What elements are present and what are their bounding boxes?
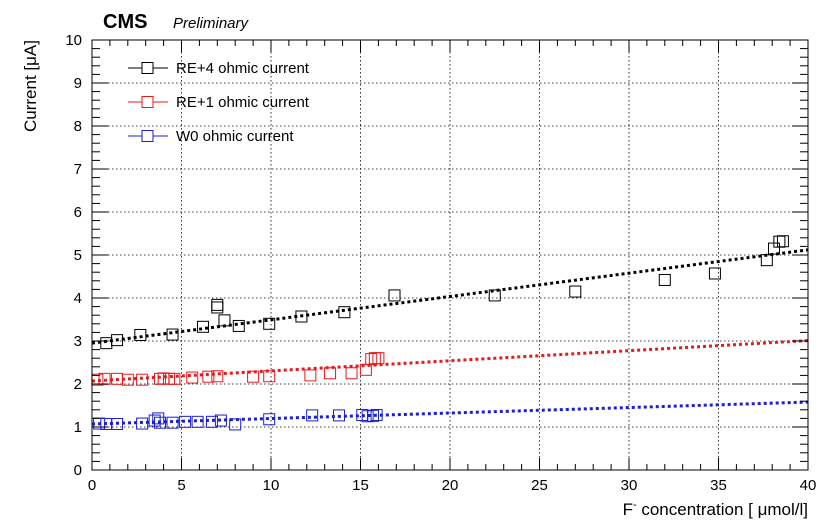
data-point-series-0 xyxy=(295,310,308,323)
cms-label: CMS xyxy=(103,11,147,33)
x-axis: 0 5 10 15 20 25 30 35 40 xyxy=(88,40,817,494)
data-point-series-0 xyxy=(338,306,351,319)
legend-marker-series-0 xyxy=(141,62,154,74)
x-axis-title-suffix: concentration [ μmol/l] xyxy=(637,500,808,519)
data-point-series-0 xyxy=(166,328,179,341)
data-point-series-0 xyxy=(196,320,209,333)
y-tick-label: 10 xyxy=(65,32,82,49)
x-axis-title-superscript: - xyxy=(633,499,637,511)
x-tick-label: 40 xyxy=(800,477,817,494)
data-point-series-0 xyxy=(569,285,582,298)
legend-label-series-1: RE+1 ohmic current xyxy=(176,94,310,111)
data-point-series-2 xyxy=(179,415,192,428)
fit-line-series-0 xyxy=(91,248,809,345)
data-points xyxy=(91,235,789,431)
data-point-series-2 xyxy=(205,415,218,428)
x-tick-label: 10 xyxy=(263,477,280,494)
fit-line-series-2 xyxy=(91,400,809,426)
data-point-series-1 xyxy=(136,373,149,386)
data-point-series-0 xyxy=(760,254,773,267)
y-tick-label: 4 xyxy=(74,290,82,307)
legend-marker-series-2 xyxy=(141,130,154,142)
data-point-series-1 xyxy=(121,373,134,386)
data-point-series-0 xyxy=(263,317,276,330)
y-axis-title: Current [μA] xyxy=(21,40,40,132)
data-point-series-0 xyxy=(388,289,401,302)
data-point-series-0 xyxy=(111,334,124,347)
data-point-series-2 xyxy=(229,418,242,431)
legend-label-series-2: W0 ohmic current xyxy=(176,128,294,145)
data-point-series-0 xyxy=(232,319,245,332)
legend: RE+4 ohmic current RE+1 ohmic current W0 o… xyxy=(128,60,310,145)
data-point-series-2 xyxy=(370,408,383,421)
cms-preliminary-label: Preliminary xyxy=(173,15,250,32)
data-point-series-0 xyxy=(658,273,671,286)
x-tick-label: 25 xyxy=(531,477,548,494)
y-tick-label: 6 xyxy=(74,204,82,221)
y-tick-label: 3 xyxy=(74,333,82,350)
data-point-series-2 xyxy=(191,415,204,428)
y-tick-label: 7 xyxy=(74,161,82,178)
data-point-series-0 xyxy=(134,328,147,341)
data-point-series-1 xyxy=(324,367,337,380)
data-point-series-2 xyxy=(333,409,346,422)
data-point-series-1 xyxy=(304,369,317,382)
data-point-series-1 xyxy=(168,372,181,385)
y-tick-label: 0 xyxy=(74,462,82,479)
data-point-series-0 xyxy=(488,289,501,302)
y-tick-label: 5 xyxy=(74,247,82,264)
legend-marker-series-1 xyxy=(141,96,154,108)
data-point-series-1 xyxy=(186,371,199,384)
data-point-series-2 xyxy=(152,412,165,425)
data-point-series-2 xyxy=(214,414,227,427)
grid xyxy=(92,40,808,470)
data-point-series-1 xyxy=(211,370,224,383)
data-point-series-1 xyxy=(202,370,215,383)
data-point-series-2 xyxy=(367,409,380,422)
x-tick-label: 5 xyxy=(177,477,185,494)
data-point-series-2 xyxy=(306,409,319,422)
x-tick-label: 20 xyxy=(442,477,459,494)
x-axis-title: F- concentration [ μmol/l] xyxy=(623,499,808,519)
data-point-series-0 xyxy=(218,314,231,327)
legend-label-series-0: RE+4 ohmic current xyxy=(176,60,310,77)
y-tick-label: 1 xyxy=(74,419,82,436)
x-tick-label: 15 xyxy=(352,477,369,494)
data-point-series-1 xyxy=(372,352,385,365)
y-tick-label: 9 xyxy=(74,75,82,92)
data-point-series-0 xyxy=(776,235,789,248)
data-point-series-2 xyxy=(136,417,149,430)
data-point-series-0 xyxy=(211,301,224,314)
data-point-series-1 xyxy=(365,353,378,366)
y-tick-label: 2 xyxy=(74,376,82,393)
data-point-series-1 xyxy=(247,370,260,383)
y-tick-label: 8 xyxy=(74,118,82,135)
x-axis-title-prefix: F xyxy=(623,500,633,519)
x-tick-label: 30 xyxy=(621,477,638,494)
data-point-series-2 xyxy=(166,416,179,429)
x-tick-label: 0 xyxy=(88,477,96,494)
data-point-series-1 xyxy=(345,367,358,380)
data-point-series-0 xyxy=(708,267,721,280)
y-axis: 0 1 2 3 4 5 6 7 8 9 10 xyxy=(65,32,808,479)
data-point-series-2 xyxy=(154,416,167,429)
data-point-series-1 xyxy=(263,370,276,383)
data-point-series-2 xyxy=(263,413,276,426)
fit-lines xyxy=(91,248,809,426)
x-tick-label: 35 xyxy=(710,477,727,494)
data-point-series-2 xyxy=(111,417,124,430)
